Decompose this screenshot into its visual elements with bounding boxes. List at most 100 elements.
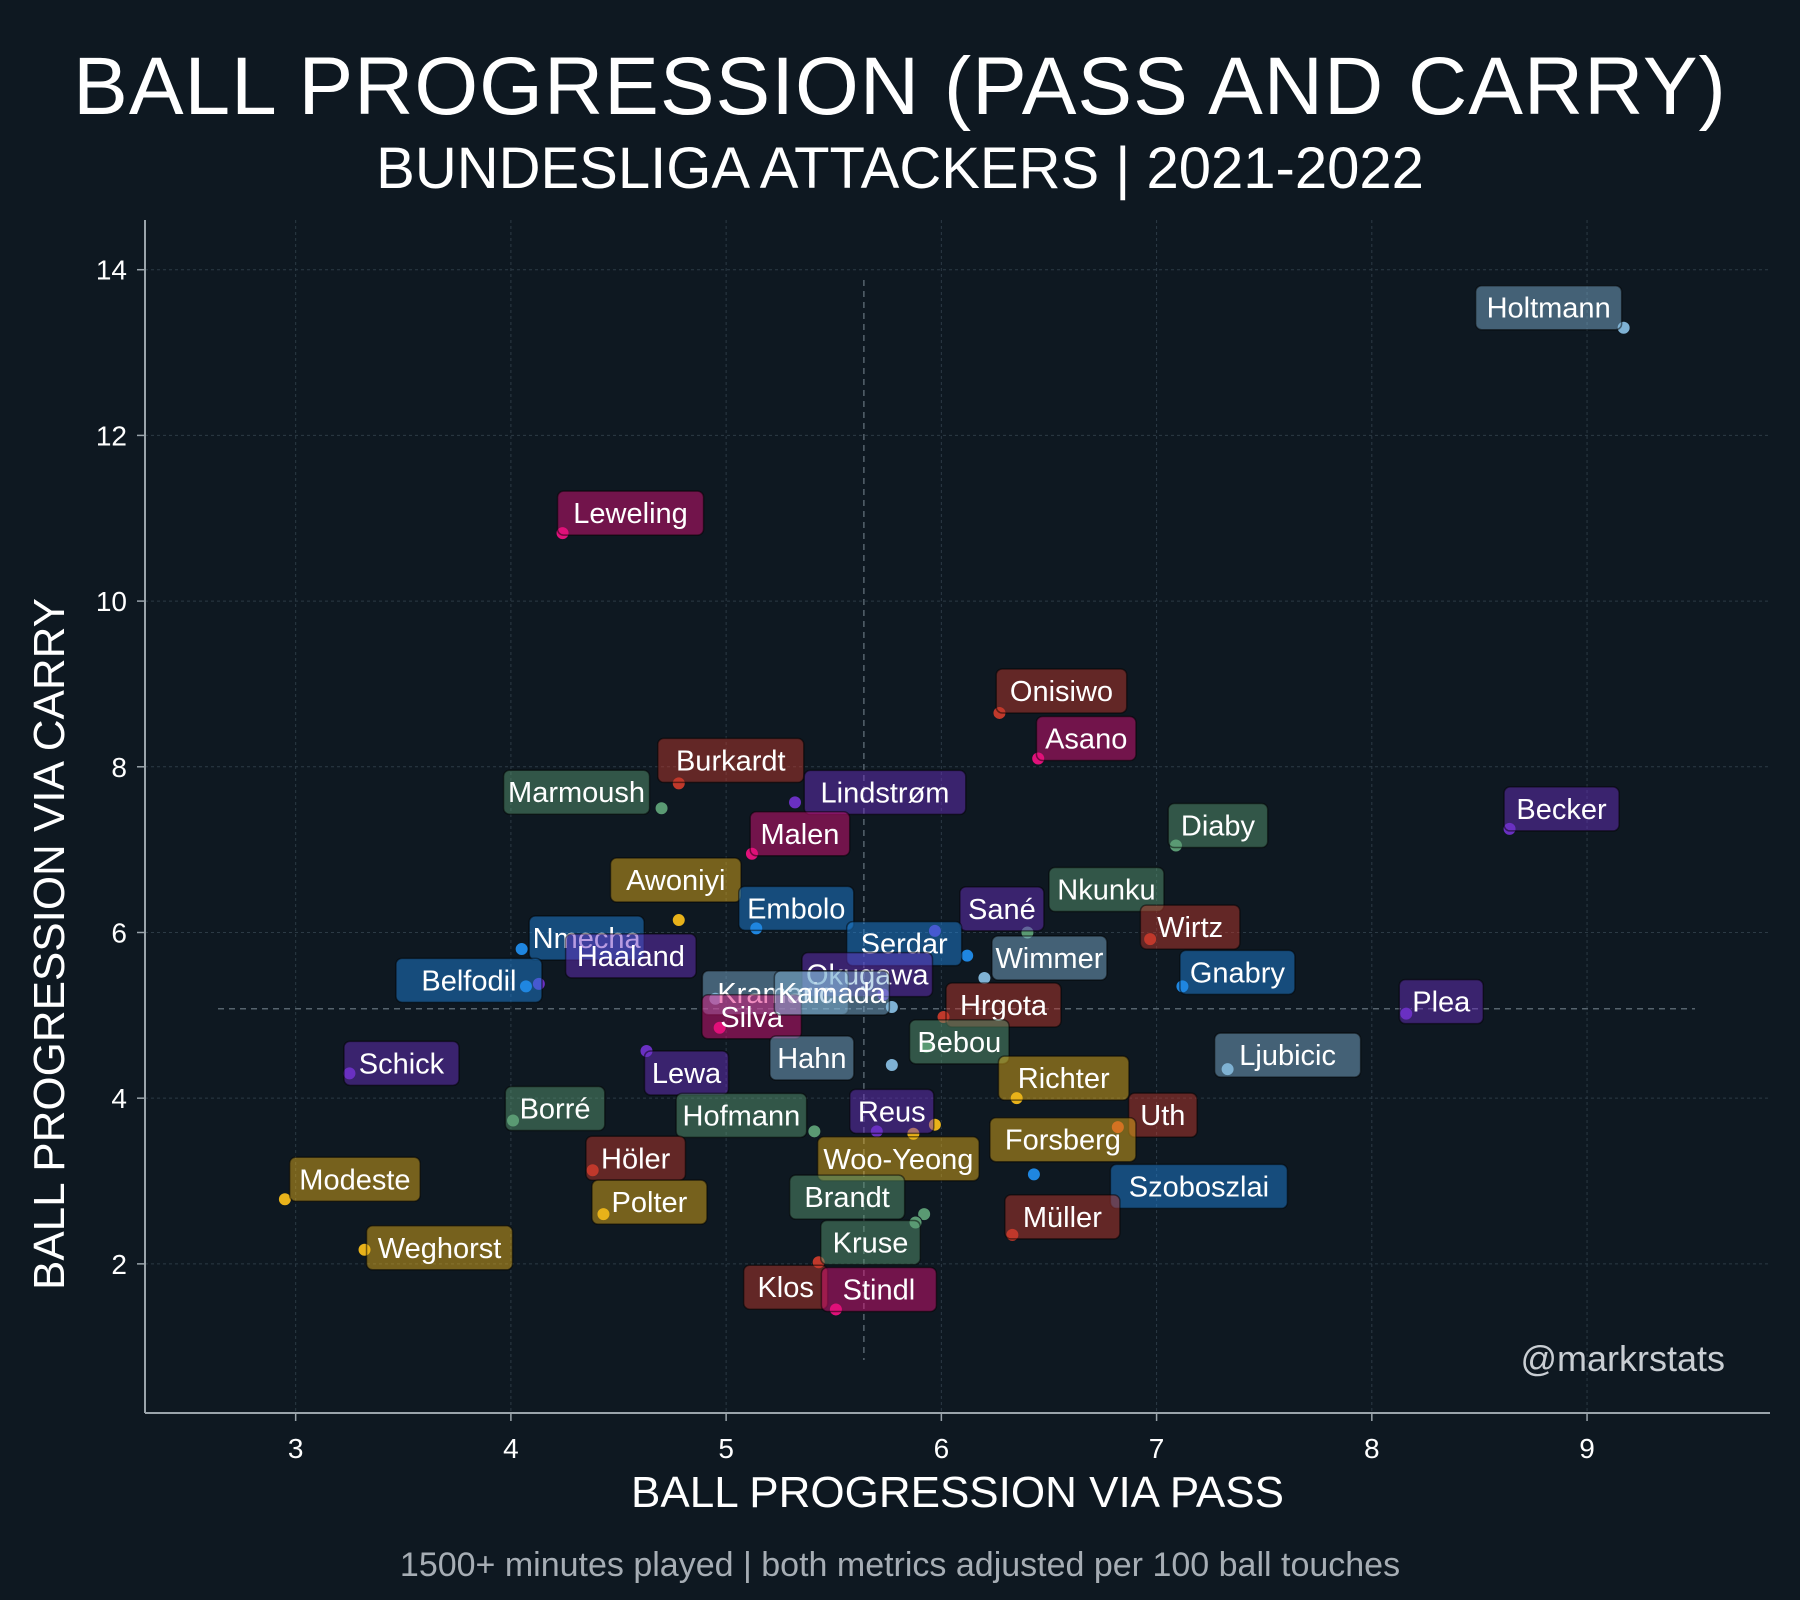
label-text: Holtmann xyxy=(1487,293,1611,325)
label-box xyxy=(1004,1194,1121,1240)
label-text: Woo-Yeong xyxy=(823,1144,973,1176)
data-point xyxy=(506,1113,521,1128)
point-label: Kamada xyxy=(773,970,891,1016)
label-box xyxy=(395,957,543,1004)
label-box xyxy=(1213,1032,1362,1078)
x-tick-label: 4 xyxy=(503,1433,519,1464)
label-text: Schick xyxy=(359,1048,445,1080)
label-box xyxy=(788,1174,906,1220)
label-box xyxy=(1503,786,1620,832)
point-label: Woo-Yeong xyxy=(816,1136,980,1182)
point-label: Kramaric xyxy=(701,970,850,1016)
label-box xyxy=(1474,284,1623,331)
y-tick-label: 14 xyxy=(96,255,127,286)
data-point xyxy=(869,1124,884,1139)
y-tick-label: 4 xyxy=(111,1083,127,1114)
point-label: Embolo xyxy=(738,885,855,932)
y-tick-label: 12 xyxy=(96,420,127,451)
label-box xyxy=(738,885,855,932)
data-point xyxy=(960,948,975,963)
label-text: Weghorst xyxy=(378,1233,502,1265)
label-box xyxy=(1127,1092,1198,1138)
data-point xyxy=(671,913,686,928)
label-box xyxy=(1109,1163,1289,1210)
label-text: Belfodil xyxy=(421,965,516,997)
label-box xyxy=(1035,715,1137,762)
label-box xyxy=(504,1085,606,1132)
point-label: Wirtz xyxy=(1139,904,1241,950)
label-text: Uth xyxy=(1140,1100,1185,1132)
data-point xyxy=(788,795,802,810)
point-label: Diaby xyxy=(1167,802,1269,849)
point-label: Awoniyi xyxy=(609,857,742,903)
point-label: Borré xyxy=(504,1085,606,1132)
label-text: Polter xyxy=(612,1187,688,1219)
point-label: Silva xyxy=(701,994,803,1040)
point-label: Modeste xyxy=(288,1156,421,1203)
axes: 3 4 5 6 7 8 9 2 4 6 8 10 12 14 xyxy=(96,220,1770,1464)
label-box xyxy=(643,1050,730,1096)
data-point xyxy=(514,942,529,957)
label-box xyxy=(288,1156,421,1203)
point-labels: Holtmann Leweling Onisiwo Asano Burkardt Marm… xyxy=(288,284,1623,1313)
label-text: Höler xyxy=(601,1143,671,1175)
point-label: Plea xyxy=(1398,978,1485,1025)
point-label: Richter xyxy=(997,1055,1130,1101)
label-box xyxy=(845,920,963,967)
data-point xyxy=(749,921,764,936)
y-tick-label: 2 xyxy=(111,1249,127,1280)
point-label: Hofmann xyxy=(675,1092,808,1139)
data-point xyxy=(908,1215,923,1230)
x-tick-label: 5 xyxy=(718,1433,734,1464)
label-text: Leweling xyxy=(573,498,687,530)
data-points xyxy=(277,320,1631,1317)
label-box xyxy=(365,1225,514,1271)
label-text: Haaland xyxy=(577,941,685,973)
label-text: Silva xyxy=(720,1002,784,1034)
point-label: Asano xyxy=(1035,715,1137,762)
label-text: Reus xyxy=(858,1096,926,1128)
label-text: Ljubicic xyxy=(1239,1040,1336,1072)
data-point xyxy=(671,776,686,791)
point-label: Kruse xyxy=(820,1219,922,1266)
data-point xyxy=(518,979,533,994)
data-point xyxy=(1110,1120,1125,1135)
point-label: Höler xyxy=(585,1135,687,1182)
label-box xyxy=(675,1092,808,1139)
point-label: Lindstrøm xyxy=(803,769,967,816)
data-point xyxy=(342,1066,357,1081)
y-tick-label: 10 xyxy=(96,586,127,617)
point-label: Bebou xyxy=(908,1019,1010,1065)
point-label: Onisiwo xyxy=(995,668,1128,714)
label-text: Malen xyxy=(760,819,839,851)
label-text: Asano xyxy=(1045,724,1127,756)
label-text: Hofmann xyxy=(683,1100,801,1132)
point-label: Hrgota xyxy=(945,982,1062,1028)
label-text: Burkardt xyxy=(676,745,786,777)
label-text: Richter xyxy=(1018,1063,1110,1095)
label-text: Gnabry xyxy=(1190,957,1286,989)
x-tick-label: 7 xyxy=(1149,1433,1165,1464)
data-point xyxy=(1502,821,1517,836)
label-box xyxy=(989,1116,1137,1163)
point-label: Stindl xyxy=(820,1266,938,1313)
label-box xyxy=(820,1266,938,1313)
label-text: Diaby xyxy=(1181,810,1256,842)
label-text: Klos xyxy=(757,1272,813,1304)
label-box xyxy=(995,668,1128,714)
data-point xyxy=(919,1039,934,1054)
x-tick-label: 9 xyxy=(1579,1433,1595,1464)
label-box xyxy=(564,933,697,979)
point-label: Polter xyxy=(591,1179,708,1225)
label-text: Bebou xyxy=(917,1027,1001,1059)
label-text: Wirtz xyxy=(1157,912,1223,944)
label-text: Modeste xyxy=(299,1164,410,1196)
data-point xyxy=(357,1242,372,1257)
point-label: Okugawa xyxy=(801,951,934,998)
data-point xyxy=(1616,320,1631,335)
label-text: Lindstrøm xyxy=(821,777,950,809)
label-text: Kamada xyxy=(778,978,887,1010)
point-label: Belfodil xyxy=(395,957,543,1004)
label-box xyxy=(528,915,645,961)
